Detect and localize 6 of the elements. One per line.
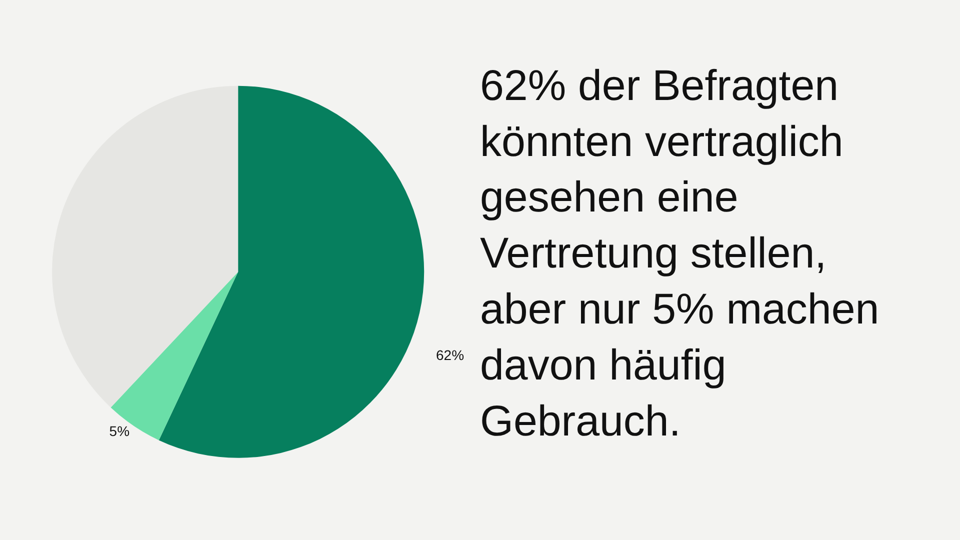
pie-slice [158, 86, 424, 458]
data-label: 5% [109, 423, 130, 440]
text: 62% der Befragten könnten vertraglich gesehen eine Vertretung stellen, aber nur 5% machen davon häufig Gebrauch. [480, 62, 880, 446]
pie-slice [52, 86, 238, 408]
pie-slice [110, 272, 238, 440]
text: 62% [436, 347, 464, 363]
